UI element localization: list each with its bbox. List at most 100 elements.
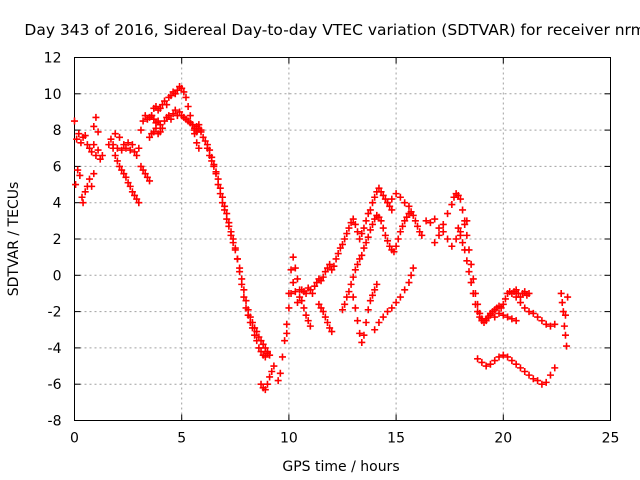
data-point — [351, 304, 359, 312]
data-point — [255, 344, 263, 352]
data-point — [469, 289, 477, 297]
data-point — [311, 282, 319, 290]
data-point — [349, 273, 357, 281]
data-point — [360, 331, 368, 339]
data-point — [354, 260, 362, 268]
data-point — [180, 88, 188, 96]
y-tick-label: 10 — [44, 87, 62, 103]
data-point — [246, 318, 254, 326]
data-point — [478, 358, 486, 366]
data-point — [208, 153, 216, 161]
data-point — [317, 277, 325, 285]
data-point — [285, 289, 293, 297]
data-point — [384, 237, 392, 245]
data-point — [257, 348, 265, 356]
data-point — [542, 378, 550, 386]
data-point — [332, 255, 340, 263]
data-point — [158, 124, 166, 132]
data-point — [321, 313, 329, 321]
x-tick-label: 25 — [602, 431, 620, 447]
data-point — [461, 217, 469, 225]
data-point — [521, 304, 529, 312]
data-point — [193, 139, 201, 147]
data-point — [482, 315, 490, 323]
data-point — [148, 112, 156, 120]
data-point — [373, 280, 381, 288]
data-point — [414, 222, 422, 230]
data-point — [343, 293, 351, 301]
data-point — [345, 224, 353, 232]
data-point — [152, 103, 160, 111]
data-point — [375, 213, 383, 221]
data-point — [401, 199, 409, 207]
data-point — [401, 286, 409, 294]
data-point — [139, 117, 147, 125]
data-point — [394, 235, 402, 243]
data-point — [482, 362, 490, 370]
data-point — [339, 306, 346, 314]
data-point — [512, 286, 520, 294]
data-point — [499, 351, 507, 359]
data-point — [388, 195, 396, 203]
data-point — [206, 146, 214, 154]
data-point — [422, 217, 430, 225]
data-point — [551, 364, 559, 372]
x-tick-label: 15 — [387, 431, 405, 447]
data-point — [504, 313, 512, 321]
data-point — [116, 133, 124, 141]
data-point — [388, 206, 396, 214]
data-point — [405, 202, 413, 210]
y-tick-label: -6 — [48, 377, 62, 393]
data-point — [560, 322, 568, 330]
data-point — [75, 130, 83, 138]
data-point — [233, 255, 241, 263]
y-tick-label: 8 — [53, 123, 62, 139]
data-point — [486, 311, 494, 319]
data-point — [521, 288, 529, 296]
data-point — [165, 112, 173, 120]
data-point — [362, 217, 370, 225]
data-point — [306, 322, 314, 330]
data-point — [358, 230, 366, 238]
data-point — [195, 124, 203, 132]
data-point — [347, 219, 355, 227]
data-point — [538, 317, 546, 325]
data-point — [431, 239, 439, 247]
data-point — [416, 228, 424, 236]
y-tick-label: 12 — [44, 51, 62, 67]
data-point — [302, 289, 310, 297]
data-point — [469, 275, 477, 283]
data-point — [339, 240, 346, 248]
data-point — [283, 320, 291, 328]
data-point — [88, 182, 96, 190]
data-point — [495, 353, 503, 361]
data-point — [369, 291, 377, 299]
y-axis-label: SDTVAR / TECUs — [6, 182, 22, 297]
data-point — [512, 317, 520, 325]
data-point — [499, 311, 507, 319]
data-point — [92, 152, 100, 160]
data-point — [261, 386, 269, 394]
data-point — [238, 280, 246, 288]
data-point — [384, 308, 392, 316]
x-tick-label: 0 — [70, 431, 79, 447]
data-point — [546, 322, 554, 330]
data-point — [120, 170, 128, 178]
data-point — [323, 318, 331, 326]
data-point — [364, 233, 372, 241]
data-point — [291, 264, 299, 272]
data-point — [143, 173, 151, 181]
data-point — [278, 353, 286, 361]
data-point — [73, 135, 81, 143]
data-point — [448, 242, 456, 250]
data-point — [118, 166, 126, 174]
data-point — [504, 353, 512, 361]
data-point — [263, 380, 271, 388]
data-point — [111, 152, 119, 160]
axis-ticks: 0 5 10 15 20 25 -8 -6 -4 -2 0 2 4 6 8 10 12 — [44, 51, 620, 447]
data-point — [122, 144, 130, 152]
data-point — [141, 112, 149, 120]
data-point — [499, 300, 507, 308]
data-point — [471, 300, 479, 308]
data-point — [384, 199, 392, 207]
